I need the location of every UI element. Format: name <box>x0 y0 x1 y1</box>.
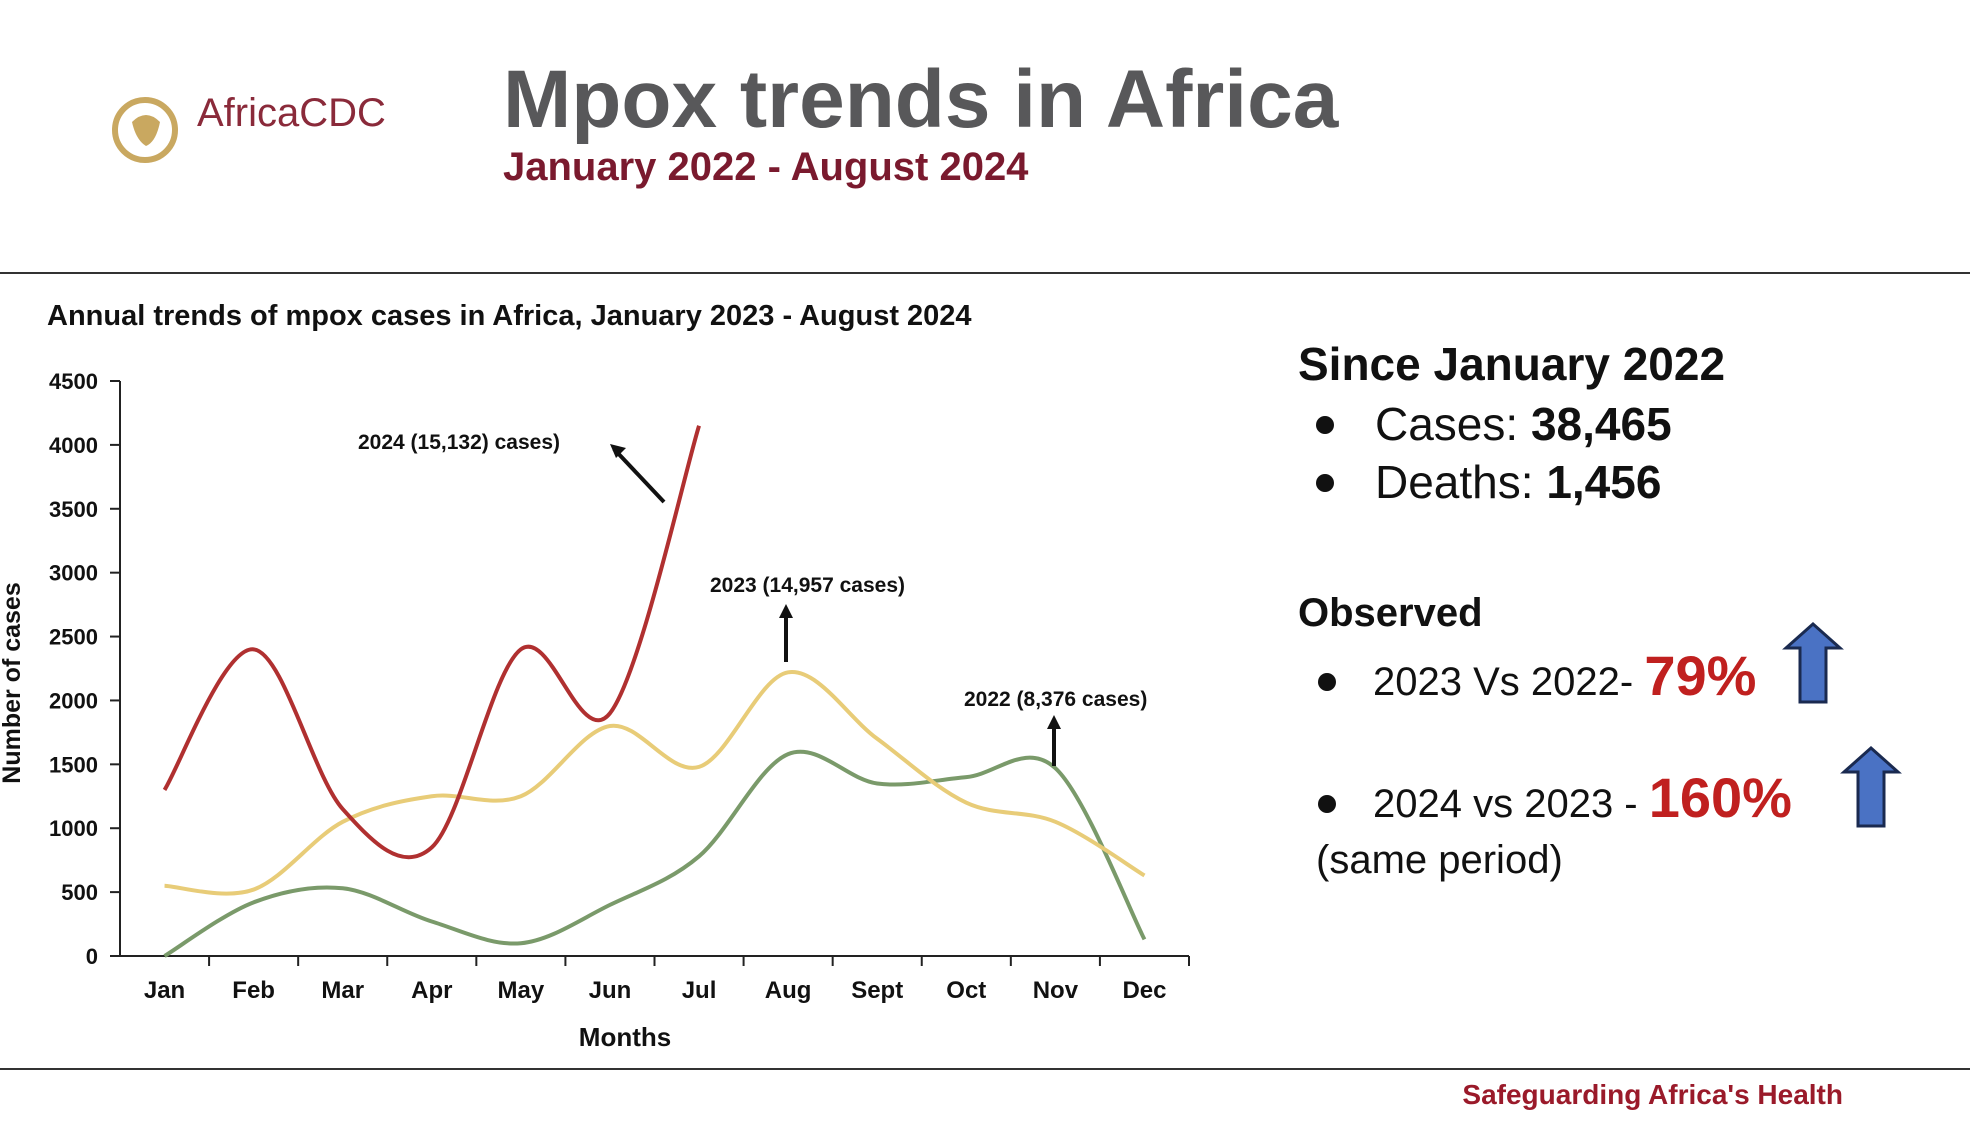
x-tick-label: Oct <box>946 977 986 1004</box>
bullet <box>1316 474 1334 492</box>
series-line <box>164 670 1146 896</box>
y-tick-label: 1000 <box>49 816 98 841</box>
bullet <box>1318 795 1336 813</box>
summary-heading: Since January 2022 <box>1298 338 1725 390</box>
x-tick-label: Nov <box>1033 977 1079 1004</box>
y-tick-label: 3000 <box>49 561 98 586</box>
series-line <box>163 749 1147 958</box>
annotation: 2022 (8,376 cases) <box>964 688 1147 711</box>
y-tick-label: 2000 <box>49 688 98 713</box>
logo-shape <box>132 115 160 146</box>
slide-subtitle: January 2022 - August 2024 <box>503 145 1029 189</box>
comparison: 2024 vs 2023 - 160% <box>1373 766 1792 829</box>
arrow-head <box>610 444 626 458</box>
annotation: 2023 (14,957 cases) <box>710 574 905 597</box>
bullet <box>1318 673 1336 691</box>
x-tick-label: May <box>498 977 545 1004</box>
y-axis-label: Number of cases <box>0 582 26 783</box>
y-tick-label: 2500 <box>49 625 98 650</box>
x-tick-label: Mar <box>321 977 364 1004</box>
x-tick-label: Apr <box>411 977 452 1004</box>
plot: 0 500 1000 1500 2000 2500 3000 3500 4000 4500 Jan F… <box>49 369 1190 1004</box>
x-tick-label: Dec <box>1122 977 1166 1004</box>
arrow-head <box>779 604 793 618</box>
logo-ring <box>112 97 178 163</box>
x-tick-label: Feb <box>232 977 275 1004</box>
footer-tagline: Safeguarding Africa's Health <box>1462 1079 1843 1110</box>
x-axis-label: Months <box>579 1022 671 1052</box>
x-tick-label: Jun <box>589 977 632 1004</box>
logo: AfricaCDC <box>112 91 386 163</box>
up-arrow <box>1782 621 1844 704</box>
x-tick-label: Aug <box>765 977 812 1004</box>
x-tick-label: Jan <box>144 977 185 1004</box>
x-tick-label: Jul <box>682 977 717 1004</box>
comparison: 2023 Vs 2022- 79% <box>1373 644 1756 707</box>
series-line <box>162 425 701 860</box>
y-tick-label: 500 <box>61 880 98 905</box>
bullet <box>1316 416 1334 434</box>
y-tick-label: 0 <box>86 944 98 969</box>
annotation-arrow <box>612 447 666 504</box>
logo-text: AfricaCDC <box>197 91 386 135</box>
summary-item: Cases: 38,465 <box>1375 398 1672 450</box>
annotation: 2024 (15,132) cases) <box>358 431 560 454</box>
up-arrow <box>1840 745 1902 828</box>
arrow-head <box>1047 715 1061 729</box>
y-tick-label: 4500 <box>49 369 98 394</box>
comparison-note: (same period) <box>1316 838 1563 882</box>
x-tick-label: Sept <box>851 977 903 1004</box>
y-tick-label: 4000 <box>49 433 98 458</box>
slide-title: Mpox trends in Africa <box>503 54 1340 145</box>
summary-item: Deaths: 1,456 <box>1375 456 1661 508</box>
y-tick-label: 3500 <box>49 497 98 522</box>
chart-title: Annual trends of mpox cases in Africa, J… <box>47 300 972 332</box>
observed-heading: Observed <box>1298 591 1483 635</box>
y-tick-label: 1500 <box>49 752 98 777</box>
